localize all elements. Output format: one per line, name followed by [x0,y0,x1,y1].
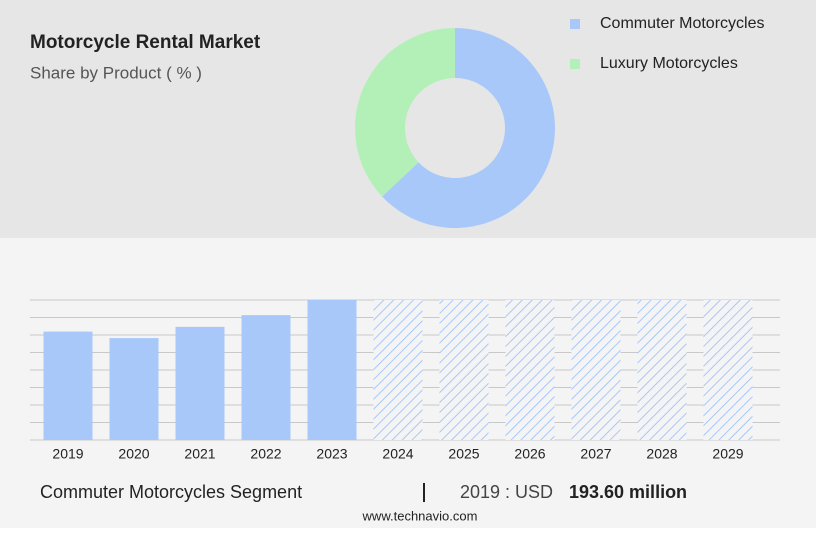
forecast-bar [703,300,753,440]
forecast-bar [373,300,423,440]
segment-label: Commuter Motorcycles Segment [40,482,302,502]
x-tick-label: 2019 [52,446,83,462]
x-tick-label: 2025 [448,446,479,462]
bar [241,315,291,440]
bar [307,300,357,440]
forecast-bar [571,300,621,440]
x-tick-label: 2029 [712,446,743,462]
bar [43,331,93,440]
legend-label: Commuter Motorcycles [600,15,764,32]
x-tick-label: 2027 [580,446,611,462]
donut-slice [382,28,555,228]
bar [175,326,225,440]
x-tick-label: 2023 [316,446,347,462]
bar [109,338,159,440]
x-tick-label: 2022 [250,446,281,462]
source: www.technavio.com [362,508,478,523]
x-tick-label: 2020 [118,446,149,462]
forecast-bar [439,300,489,440]
chart-title: Motorcycle Rental Market [30,32,261,53]
forecast-bar [637,300,687,440]
donut-slice [355,27,455,197]
x-tick-label: 2024 [382,446,413,462]
x-tick-label: 2028 [646,446,677,462]
x-tick-label: 2021 [184,446,215,462]
forecast-bar [505,300,555,440]
legend-label: Luxury Motorcycles [600,55,738,72]
legend-marker [570,59,580,69]
highlight-value: 193.60 million [569,482,687,502]
legend-marker [570,19,580,29]
x-tick-label: 2026 [514,446,545,462]
chart-subtitle: Share by Product ( % ) [30,63,202,82]
highlight-label: 2019 : USD [460,482,553,502]
